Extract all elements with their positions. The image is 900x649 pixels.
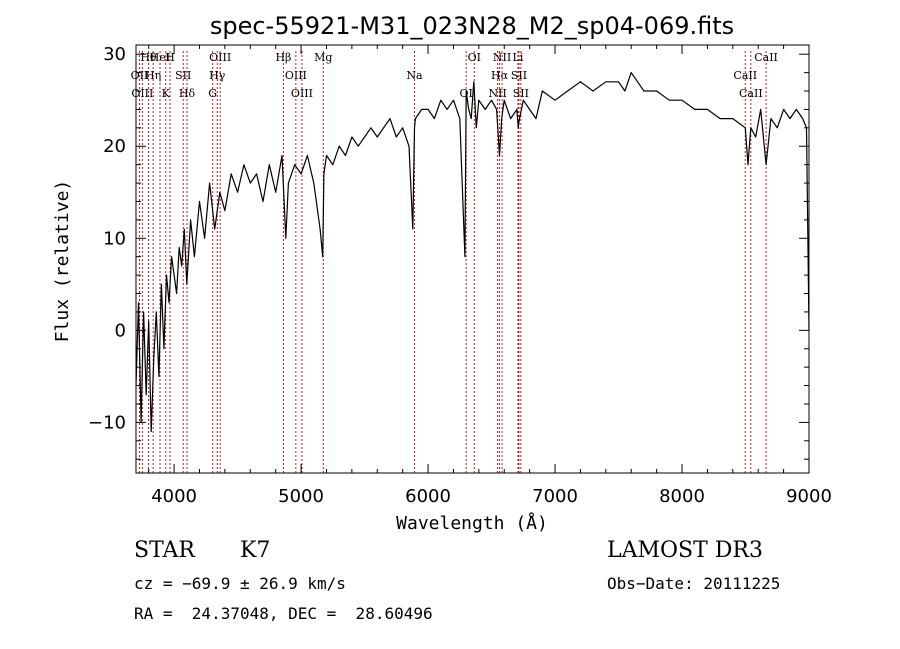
plot-frame xyxy=(135,44,810,474)
line-marker-label: Mg xyxy=(314,51,332,64)
line-marker-label: Hγ xyxy=(209,69,226,82)
x-tick-label: 6000 xyxy=(405,486,451,507)
line-marker-label: Li xyxy=(513,51,524,64)
line-marker-label: OIII xyxy=(291,87,313,100)
line-marker-label: OI xyxy=(468,51,481,64)
line-marker-label: SII xyxy=(513,87,529,100)
line-marker-label: HeI xyxy=(150,51,170,64)
x-axis-label: Wavelength (Å) xyxy=(396,512,548,534)
line-marker-label: K xyxy=(162,87,171,100)
line-marker-label: Hα xyxy=(491,69,509,82)
object-subclass: K7 xyxy=(240,538,271,563)
y-axis: −10 0 10 20 30 xyxy=(88,44,809,460)
spectrum-line xyxy=(135,72,810,433)
x-axis: 4000 5000 6000 7000 8000 9000 xyxy=(148,45,832,507)
line-marker-label: Hδ xyxy=(179,87,196,100)
line-marker-label: Hη xyxy=(145,69,161,82)
y-axis-label: Flux (relative) xyxy=(52,180,73,343)
y-tick-label: 20 xyxy=(103,136,126,157)
line-marker-label: G xyxy=(208,87,217,100)
object-class: STAR xyxy=(134,538,195,563)
y-tick-label: 0 xyxy=(115,320,126,341)
x-tick-label: 5000 xyxy=(278,486,324,507)
line-marker-label: SII xyxy=(175,69,191,82)
line-marker-label: NII xyxy=(493,51,511,64)
line-marker-label: CaII xyxy=(739,87,763,100)
x-tick-label: 8000 xyxy=(659,486,705,507)
redshift-velocity: cz = −69.9 ± 26.9 km/s xyxy=(134,574,346,593)
x-tick-label: 7000 xyxy=(532,486,578,507)
observation-date: Obs−Date: 20111225 xyxy=(607,574,781,593)
line-marker-label: NII xyxy=(488,87,506,100)
survey-name: LAMOST DR3 xyxy=(607,538,763,563)
line-marker-label: OIII xyxy=(285,69,307,82)
line-marker-label: OI xyxy=(459,87,472,100)
line-marker-label: SII xyxy=(511,69,527,82)
x-tick-label: 4000 xyxy=(151,486,197,507)
y-tick-label: 30 xyxy=(103,44,126,65)
coordinates: RA = 24.37048, DEC = 28.60496 xyxy=(134,604,433,623)
line-marker-label: OIII xyxy=(131,87,153,100)
y-tick-label: 10 xyxy=(103,228,126,249)
line-marker-label: OIII xyxy=(209,51,231,64)
y-tick-label: −10 xyxy=(88,412,126,433)
line-marker-label: Hβ xyxy=(275,51,291,64)
x-tick-label: 9000 xyxy=(786,486,832,507)
line-marker-label: H xyxy=(165,51,175,64)
line-marker-label: Na xyxy=(406,69,423,82)
chart-title: spec-55921-M31_023N28_M2_sp04-069.fits xyxy=(210,12,734,40)
line-marker-label: CaII xyxy=(733,69,757,82)
line-marker-group xyxy=(138,51,767,473)
line-marker-label: CaII xyxy=(754,51,778,64)
line-marker-labels: HθOIIOIIIHeIHηKHSIIHδOIIIHγGHβOIIIOIIIMg… xyxy=(131,51,778,100)
line-marker-label: OII xyxy=(131,69,149,82)
